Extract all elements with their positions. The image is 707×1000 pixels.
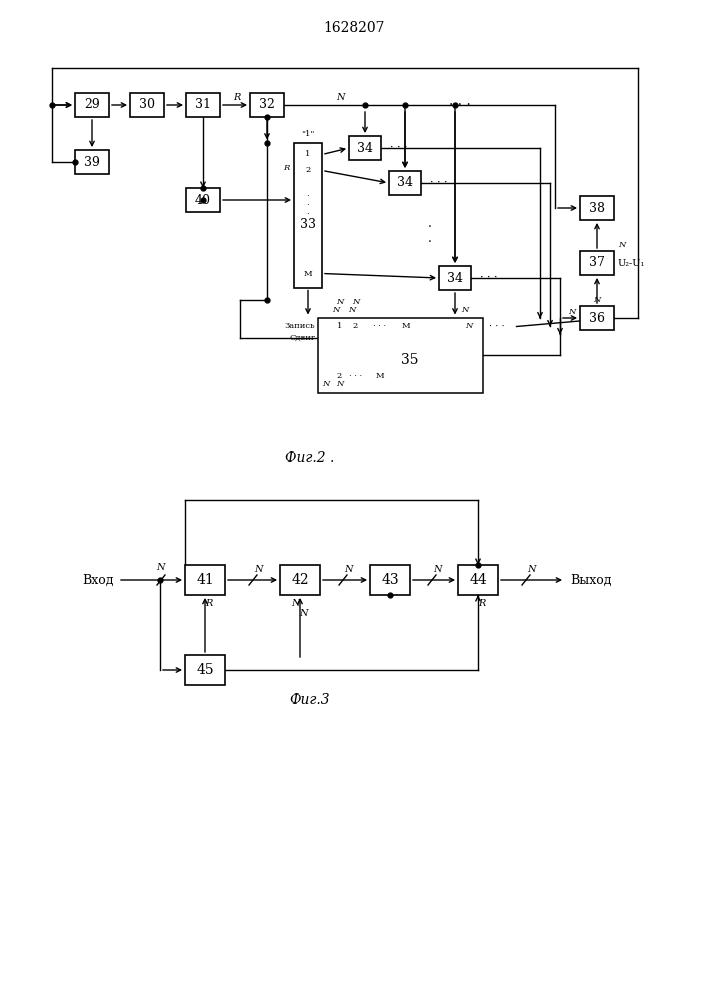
Bar bbox=[580, 196, 614, 220]
Text: 32: 32 bbox=[259, 99, 275, 111]
Text: N: N bbox=[322, 379, 329, 387]
Bar bbox=[130, 93, 164, 117]
Text: 43: 43 bbox=[381, 573, 399, 587]
Bar bbox=[580, 306, 614, 330]
Text: R: R bbox=[479, 598, 486, 607]
Text: N: N bbox=[433, 566, 441, 574]
Bar bbox=[280, 565, 320, 595]
Text: 30: 30 bbox=[139, 99, 155, 111]
Text: 35: 35 bbox=[402, 353, 419, 367]
Text: Сдвиг: Сдвиг bbox=[289, 334, 315, 342]
Text: 37: 37 bbox=[589, 256, 605, 269]
Text: · · ·: · · · bbox=[373, 322, 386, 330]
Text: "1": "1" bbox=[301, 130, 315, 138]
Text: M: M bbox=[401, 322, 410, 330]
Text: N: N bbox=[254, 566, 262, 574]
Bar bbox=[580, 251, 614, 275]
Text: Выход: Выход bbox=[570, 574, 612, 586]
Text: 31: 31 bbox=[195, 99, 211, 111]
Text: · · ·: · · · bbox=[349, 372, 362, 380]
Text: 36: 36 bbox=[589, 312, 605, 324]
Text: N: N bbox=[352, 298, 359, 306]
Text: 41: 41 bbox=[196, 573, 214, 587]
Text: · · ·: · · · bbox=[480, 273, 498, 283]
Text: 42: 42 bbox=[291, 573, 309, 587]
Text: N: N bbox=[332, 306, 339, 314]
Text: 33: 33 bbox=[300, 219, 316, 232]
Bar bbox=[186, 93, 220, 117]
Text: N: N bbox=[464, 322, 472, 330]
Text: Фиг.2 .: Фиг.2 . bbox=[286, 451, 334, 465]
Text: N: N bbox=[156, 564, 164, 572]
Text: N: N bbox=[344, 566, 352, 574]
Text: R: R bbox=[205, 598, 213, 607]
Text: 38: 38 bbox=[589, 202, 605, 215]
Text: 1: 1 bbox=[305, 150, 310, 158]
Text: 1628207: 1628207 bbox=[323, 21, 385, 35]
Bar bbox=[75, 93, 109, 117]
Bar bbox=[332, 332, 469, 378]
Text: 2: 2 bbox=[337, 372, 342, 380]
Text: N: N bbox=[336, 379, 343, 387]
Text: 45: 45 bbox=[196, 663, 214, 677]
Text: · · ·: · · · bbox=[489, 322, 504, 331]
Text: ·
·
·: · · · bbox=[307, 192, 310, 218]
Text: 2: 2 bbox=[305, 166, 310, 174]
Text: N: N bbox=[461, 306, 468, 314]
Text: 1: 1 bbox=[337, 322, 342, 330]
Bar bbox=[458, 565, 498, 595]
Text: Вход: Вход bbox=[83, 574, 114, 586]
Text: 34: 34 bbox=[397, 176, 413, 190]
Text: 29: 29 bbox=[84, 99, 100, 111]
Text: 40: 40 bbox=[195, 194, 211, 207]
Text: · · ·: · · · bbox=[431, 178, 448, 188]
Text: M: M bbox=[375, 372, 384, 380]
Bar bbox=[370, 565, 410, 595]
Text: N: N bbox=[593, 296, 601, 304]
Text: N: N bbox=[348, 306, 355, 314]
Text: R: R bbox=[283, 163, 289, 172]
Text: N: N bbox=[291, 599, 299, 608]
Bar bbox=[317, 318, 482, 392]
Text: N: N bbox=[527, 566, 535, 574]
Text: N: N bbox=[568, 308, 576, 316]
Text: N: N bbox=[336, 298, 343, 306]
Bar bbox=[185, 565, 225, 595]
Bar bbox=[389, 171, 421, 195]
Text: · · ·: · · · bbox=[449, 98, 471, 112]
Text: Фиг.3: Фиг.3 bbox=[290, 693, 330, 707]
Text: 44: 44 bbox=[469, 573, 487, 587]
Bar bbox=[325, 324, 476, 385]
Text: N: N bbox=[618, 241, 626, 249]
Text: M: M bbox=[304, 269, 312, 277]
Text: N: N bbox=[336, 93, 344, 102]
Text: ·
·: · · bbox=[428, 221, 432, 249]
Bar bbox=[250, 93, 284, 117]
Text: 34: 34 bbox=[357, 141, 373, 154]
Bar bbox=[186, 188, 220, 212]
Text: U₂-U₁: U₂-U₁ bbox=[618, 258, 645, 267]
Text: Запись: Запись bbox=[285, 322, 315, 330]
Text: 39: 39 bbox=[84, 155, 100, 168]
Bar bbox=[185, 655, 225, 685]
Bar bbox=[75, 150, 109, 174]
Text: N: N bbox=[299, 608, 308, 617]
Text: 34: 34 bbox=[447, 271, 463, 284]
Bar bbox=[294, 142, 322, 288]
Text: R: R bbox=[233, 93, 240, 102]
Text: · · ·: · · · bbox=[390, 143, 408, 153]
Bar bbox=[439, 266, 471, 290]
Text: 2: 2 bbox=[353, 322, 358, 330]
Bar bbox=[349, 136, 381, 160]
